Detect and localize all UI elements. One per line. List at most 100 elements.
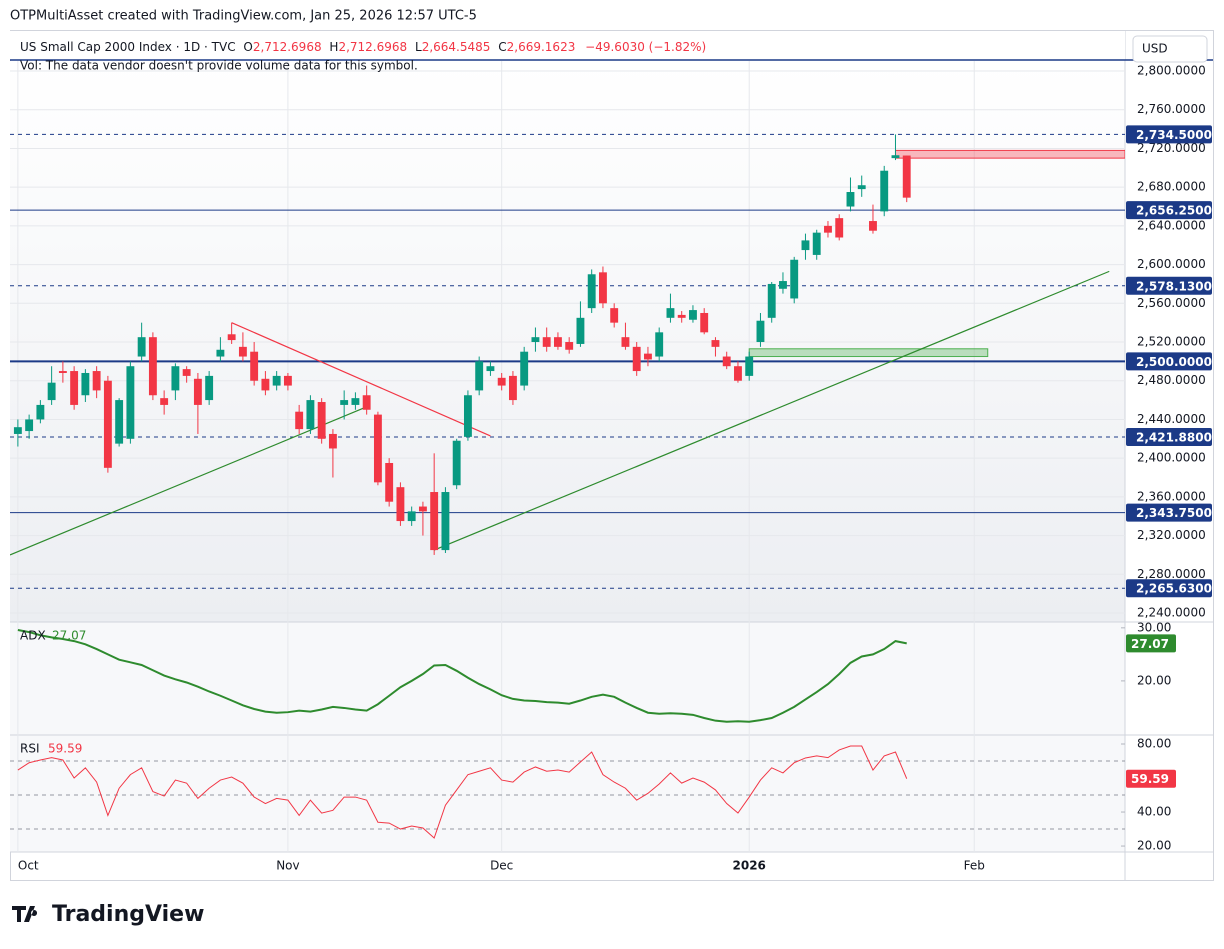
candle-body xyxy=(148,337,157,396)
candle-body xyxy=(734,366,742,381)
candle-body xyxy=(553,337,562,347)
candle-body xyxy=(486,366,495,372)
candle-body xyxy=(655,332,664,357)
candle-body xyxy=(587,274,596,309)
candle-body xyxy=(857,185,866,190)
x-tick-label: Dec xyxy=(490,859,513,873)
y-tick-label: 2,440.0000 xyxy=(1137,412,1206,426)
zone xyxy=(894,149,1125,159)
candle-body xyxy=(542,337,551,347)
y-tick-label: 20.00 xyxy=(1137,673,1171,687)
level-label: 2,421.8800 xyxy=(1136,430,1212,444)
candle-body xyxy=(182,369,191,376)
candle-body xyxy=(36,404,45,420)
candle-body xyxy=(25,419,34,432)
y-tick-label: 2,480.0000 xyxy=(1137,373,1206,387)
ohlc-key: O xyxy=(243,40,252,54)
candle-body xyxy=(306,400,315,430)
value-tag xyxy=(1126,634,1176,653)
candle-body xyxy=(689,310,697,320)
ohlc-value: 2,712.6968 xyxy=(338,40,407,54)
y-tick-label: 2,520.0000 xyxy=(1137,335,1206,349)
level-label: 2,734.5000 xyxy=(1136,128,1212,142)
logo-mark xyxy=(12,906,38,922)
zone xyxy=(748,348,989,358)
y-tick-label: 2,360.0000 xyxy=(1137,489,1206,503)
y-tick-label: 2,720.0000 xyxy=(1137,141,1206,155)
ohlc-key: L xyxy=(415,40,422,54)
candle-body xyxy=(430,492,439,551)
level-label: 2,656.2500 xyxy=(1136,204,1212,218)
main-pane xyxy=(10,61,1125,622)
candle-body xyxy=(700,312,709,333)
candle-body xyxy=(115,400,124,444)
x-tick-label: Feb xyxy=(964,859,985,873)
candle-body xyxy=(711,340,720,347)
candle-body xyxy=(441,492,450,551)
level-tag xyxy=(1126,503,1212,522)
candle-body xyxy=(317,402,326,439)
indicator-value: 27.07 xyxy=(52,629,86,643)
rsi-pane xyxy=(10,735,1125,852)
y-tick-label: 2,560.0000 xyxy=(1137,296,1206,310)
candle-body xyxy=(328,433,337,449)
y-tick-label: 2,760.0000 xyxy=(1137,102,1206,116)
candle-body xyxy=(452,440,461,486)
volume-note: Vol: The data vendor doesn't provide vol… xyxy=(20,59,418,73)
value-tag-label: 27.07 xyxy=(1131,637,1169,651)
candle-body xyxy=(261,378,270,391)
candle-body xyxy=(779,281,787,289)
y-tick-label: 20.00 xyxy=(1137,839,1171,853)
indicator-name: RSI xyxy=(20,742,40,756)
candle-body xyxy=(610,308,619,323)
candle-body xyxy=(475,361,484,391)
rsi-line xyxy=(17,745,908,839)
x-tick-label: Nov xyxy=(276,859,299,873)
y-tick-label: 2,320.0000 xyxy=(1137,528,1206,542)
candle-body xyxy=(666,308,675,318)
candle-body xyxy=(193,378,202,405)
level-tag xyxy=(1126,352,1212,371)
candle-body xyxy=(92,371,101,391)
y-tick-label: 2,240.0000 xyxy=(1137,605,1206,619)
symbol: US Small Cap 2000 Index · 1D · TVC xyxy=(20,40,236,54)
candle-body xyxy=(227,334,236,341)
adx-line xyxy=(17,628,907,723)
currency[interactable]: USD xyxy=(1142,42,1168,56)
candle-body xyxy=(295,411,304,430)
candle-body xyxy=(160,398,169,405)
ohlc-key: C xyxy=(498,40,506,54)
candle-body xyxy=(621,337,630,347)
candle-body xyxy=(677,314,686,318)
level-label: 2,578.1300 xyxy=(1136,279,1212,293)
candle-body xyxy=(644,353,652,360)
candle-body xyxy=(790,259,799,299)
candle-body xyxy=(722,356,731,367)
candle-body xyxy=(13,427,22,434)
candle-body xyxy=(70,371,79,405)
candle-body xyxy=(283,375,292,386)
candle-body xyxy=(58,371,67,373)
currency-button[interactable] xyxy=(1132,35,1208,63)
candle-body xyxy=(272,375,281,386)
candle-body xyxy=(880,170,889,212)
level-tag xyxy=(1126,427,1212,446)
candle-body xyxy=(103,380,112,468)
credit: OTPMultiAsset created with TradingView.c… xyxy=(10,9,477,24)
candle-body xyxy=(171,366,180,391)
logo-text: TradingView xyxy=(52,902,204,927)
level-label: 2,265.6300 xyxy=(1136,582,1212,596)
candle-body xyxy=(497,377,506,386)
candle-body xyxy=(632,346,641,372)
candle-body xyxy=(373,414,382,483)
y-tick-label: 2,400.0000 xyxy=(1137,451,1206,465)
ohlc-value: 2,664.5485 xyxy=(422,40,491,54)
level-label: 2,500.0000 xyxy=(1136,355,1212,369)
candle-body xyxy=(824,225,832,233)
value-tag xyxy=(1126,769,1176,788)
candle-body xyxy=(891,155,900,159)
candle-body xyxy=(250,351,259,381)
candle-body xyxy=(531,337,540,343)
level-label: 2,343.7500 xyxy=(1136,506,1212,520)
adx-pane xyxy=(10,622,1125,735)
